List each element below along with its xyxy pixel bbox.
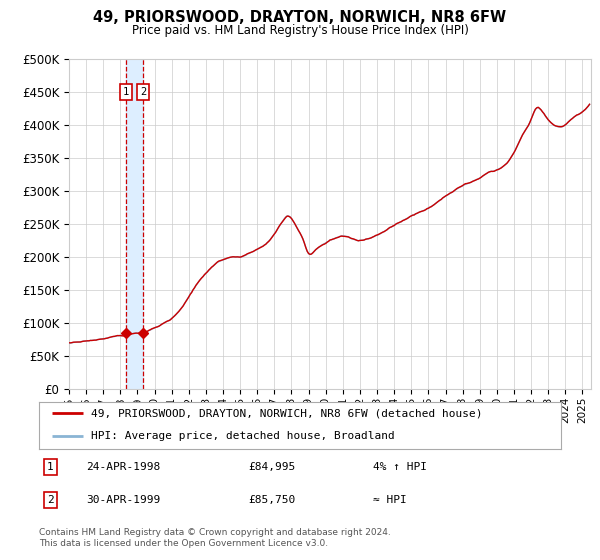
Text: 2: 2 [140,87,146,97]
Text: £85,750: £85,750 [248,495,295,505]
Text: 4% ↑ HPI: 4% ↑ HPI [373,462,427,472]
Text: Price paid vs. HM Land Registry's House Price Index (HPI): Price paid vs. HM Land Registry's House … [131,24,469,36]
Text: 49, PRIORSWOOD, DRAYTON, NORWICH, NR8 6FW: 49, PRIORSWOOD, DRAYTON, NORWICH, NR8 6F… [94,10,506,25]
Bar [125,59,143,389]
Text: 49, PRIORSWOOD, DRAYTON, NORWICH, NR8 6FW (detached house): 49, PRIORSWOOD, DRAYTON, NORWICH, NR8 6F… [91,408,482,418]
Text: 1: 1 [122,87,129,97]
Text: This data is licensed under the Open Government Licence v3.0.: This data is licensed under the Open Gov… [39,539,328,548]
Text: HPI: Average price, detached house, Broadland: HPI: Average price, detached house, Broa… [91,431,395,441]
Text: 2: 2 [47,495,54,505]
Text: £84,995: £84,995 [248,462,295,472]
Text: 1: 1 [47,462,54,472]
Text: ≈ HPI: ≈ HPI [373,495,407,505]
Text: Contains HM Land Registry data © Crown copyright and database right 2024.: Contains HM Land Registry data © Crown c… [39,528,391,536]
Text: 30-APR-1999: 30-APR-1999 [86,495,160,505]
Text: 24-APR-1998: 24-APR-1998 [86,462,160,472]
